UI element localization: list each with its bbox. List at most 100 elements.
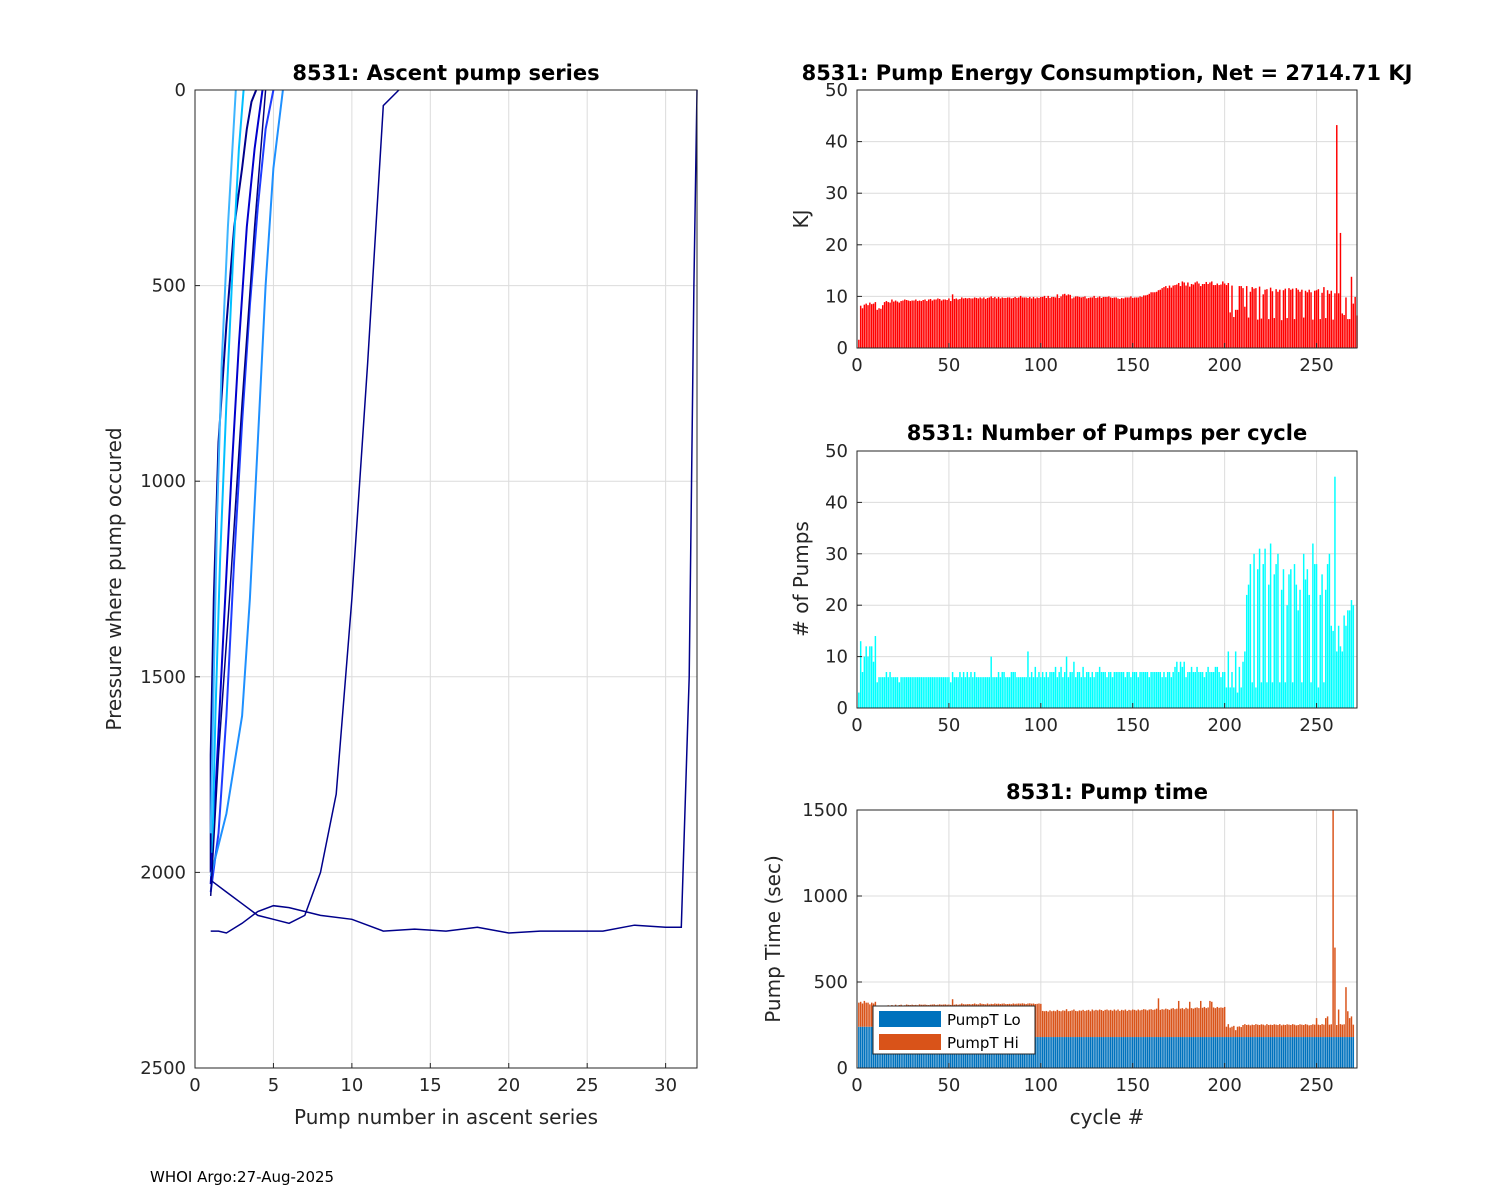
pumps-bar (1268, 584, 1270, 708)
pumptime-lo-bar (1086, 1037, 1088, 1068)
energy-bars (858, 125, 1358, 348)
pumptime-lo-bar (1350, 1037, 1353, 1068)
energy-bar (920, 301, 923, 348)
pumptime-hi-bar (1347, 1011, 1349, 1038)
pumps-bar (1330, 625, 1332, 708)
pumps-bar (1067, 677, 1070, 708)
pumptime-hi-bar (1137, 1009, 1139, 1038)
pumps-ytick-label: 50 (825, 441, 848, 462)
pumps-bar (964, 677, 967, 708)
energy-bar (937, 298, 939, 348)
pumptime-xtick-label: 200 (1207, 1075, 1241, 1096)
pumps-bar (926, 677, 928, 708)
energy-bar (1277, 291, 1279, 348)
pumps-bar (913, 677, 915, 708)
pumps-bar (1345, 625, 1347, 708)
energy-bar (1069, 294, 1071, 348)
pumptime-lo-bar (1240, 1037, 1242, 1068)
ascent-plot-area (195, 90, 697, 1068)
pumptime-hi-bar (1115, 1010, 1117, 1038)
pumptime-lo-bar (1251, 1037, 1253, 1068)
pumps-bar (1122, 672, 1125, 708)
energy-bar (981, 298, 983, 348)
pumptime-hi-bar (1119, 1010, 1121, 1038)
pumptime-hi-bar (1065, 1009, 1068, 1038)
pumptime-lo-bar (1111, 1037, 1114, 1068)
pumps-bar (1198, 672, 1200, 708)
energy-bar (970, 298, 972, 348)
pumps-bar (1012, 672, 1014, 708)
energy-xtick-label: 100 (1024, 355, 1058, 376)
pumps-bar (1253, 553, 1255, 708)
energy-bar (1266, 289, 1268, 348)
footer-note: WHOI Argo:27-Aug-2025 (150, 1168, 334, 1186)
pumps-bar (1097, 672, 1099, 708)
pumps-bar (1054, 666, 1057, 708)
ascent-series-profile-i (210, 89, 698, 934)
energy-bar (959, 298, 961, 348)
pumptime-lo-bar (1279, 1037, 1281, 1068)
pumptime-lo-bar (1339, 1037, 1342, 1068)
energy-bar (983, 297, 985, 348)
pumps-bar (893, 677, 895, 708)
energy-bar (887, 302, 889, 348)
ascent-ylabel: Pressure where pump occured (102, 427, 126, 730)
pumps-bar (1124, 677, 1127, 708)
pumptime-hi-bar (1319, 1025, 1321, 1038)
pumptime-lo-bar (1302, 1037, 1305, 1068)
pumptime-hi-bar (1043, 1011, 1046, 1038)
pumps-bar (1034, 666, 1037, 708)
pumptime-hi-bar (1268, 1025, 1270, 1038)
pumps-bar (1148, 677, 1151, 708)
pumptime-hi-bar (1214, 1008, 1217, 1038)
pumps-bar (1255, 687, 1257, 708)
energy-bar (1157, 290, 1160, 348)
pumps-bar (948, 677, 950, 708)
pumps-bar (1168, 672, 1171, 708)
pumptime-ytick-label: 1000 (802, 886, 848, 907)
pumps-bar (1273, 574, 1276, 708)
pumptime-lo-bar (1347, 1037, 1349, 1068)
pumptime-lo-bar (1295, 1037, 1298, 1068)
pumps-bar (905, 677, 908, 708)
pumptime-hi-bar (1146, 1010, 1149, 1038)
ascent-xtick-label: 10 (340, 1075, 363, 1096)
pumptime-hi-bar (1328, 1024, 1331, 1038)
pumps-bar (977, 677, 980, 708)
pumps-bar (1062, 677, 1064, 708)
pumps-bar (961, 677, 963, 708)
pumptime-hi-bar (1154, 1009, 1156, 1038)
pumps-bar (918, 677, 921, 708)
energy-bar (1255, 288, 1257, 348)
energy-bar (1124, 297, 1127, 348)
pumps-bar (1176, 661, 1178, 708)
pumptime-lo-bar (1262, 1037, 1264, 1068)
energy-bar (1065, 295, 1068, 348)
energy-bar (1001, 297, 1003, 348)
ascent-ytick-label: 2000 (140, 862, 186, 883)
pumptime-hi-bar (1104, 1009, 1106, 1038)
pumps-bar (1286, 605, 1288, 708)
pumps-bars (858, 476, 1355, 708)
energy-bar (913, 300, 915, 348)
pumptime-hi-bar (1317, 1024, 1320, 1038)
pumps-bar (869, 646, 871, 708)
energy-bar (1115, 297, 1117, 348)
pumptime-lo-bar (1257, 1037, 1259, 1068)
pumptime-lo-bar (1323, 1037, 1325, 1068)
pumps-bar (1238, 666, 1241, 708)
energy-bar (1201, 284, 1204, 348)
pumptime-hi-bar (858, 1002, 860, 1027)
pumps-bar (937, 677, 939, 708)
pumptime-hi-bar (1345, 987, 1347, 1038)
pumptime-lo-bar (1282, 1037, 1285, 1068)
pumps-bar (1126, 672, 1128, 708)
pumps-bar (859, 641, 862, 708)
pumptime-hi-bar (1143, 1009, 1145, 1038)
energy-bar (874, 302, 877, 348)
energy-bar (880, 308, 882, 348)
energy-bar (1273, 318, 1276, 348)
energy-bar (1120, 297, 1123, 348)
pumptime-lo-bar (1334, 1037, 1336, 1068)
